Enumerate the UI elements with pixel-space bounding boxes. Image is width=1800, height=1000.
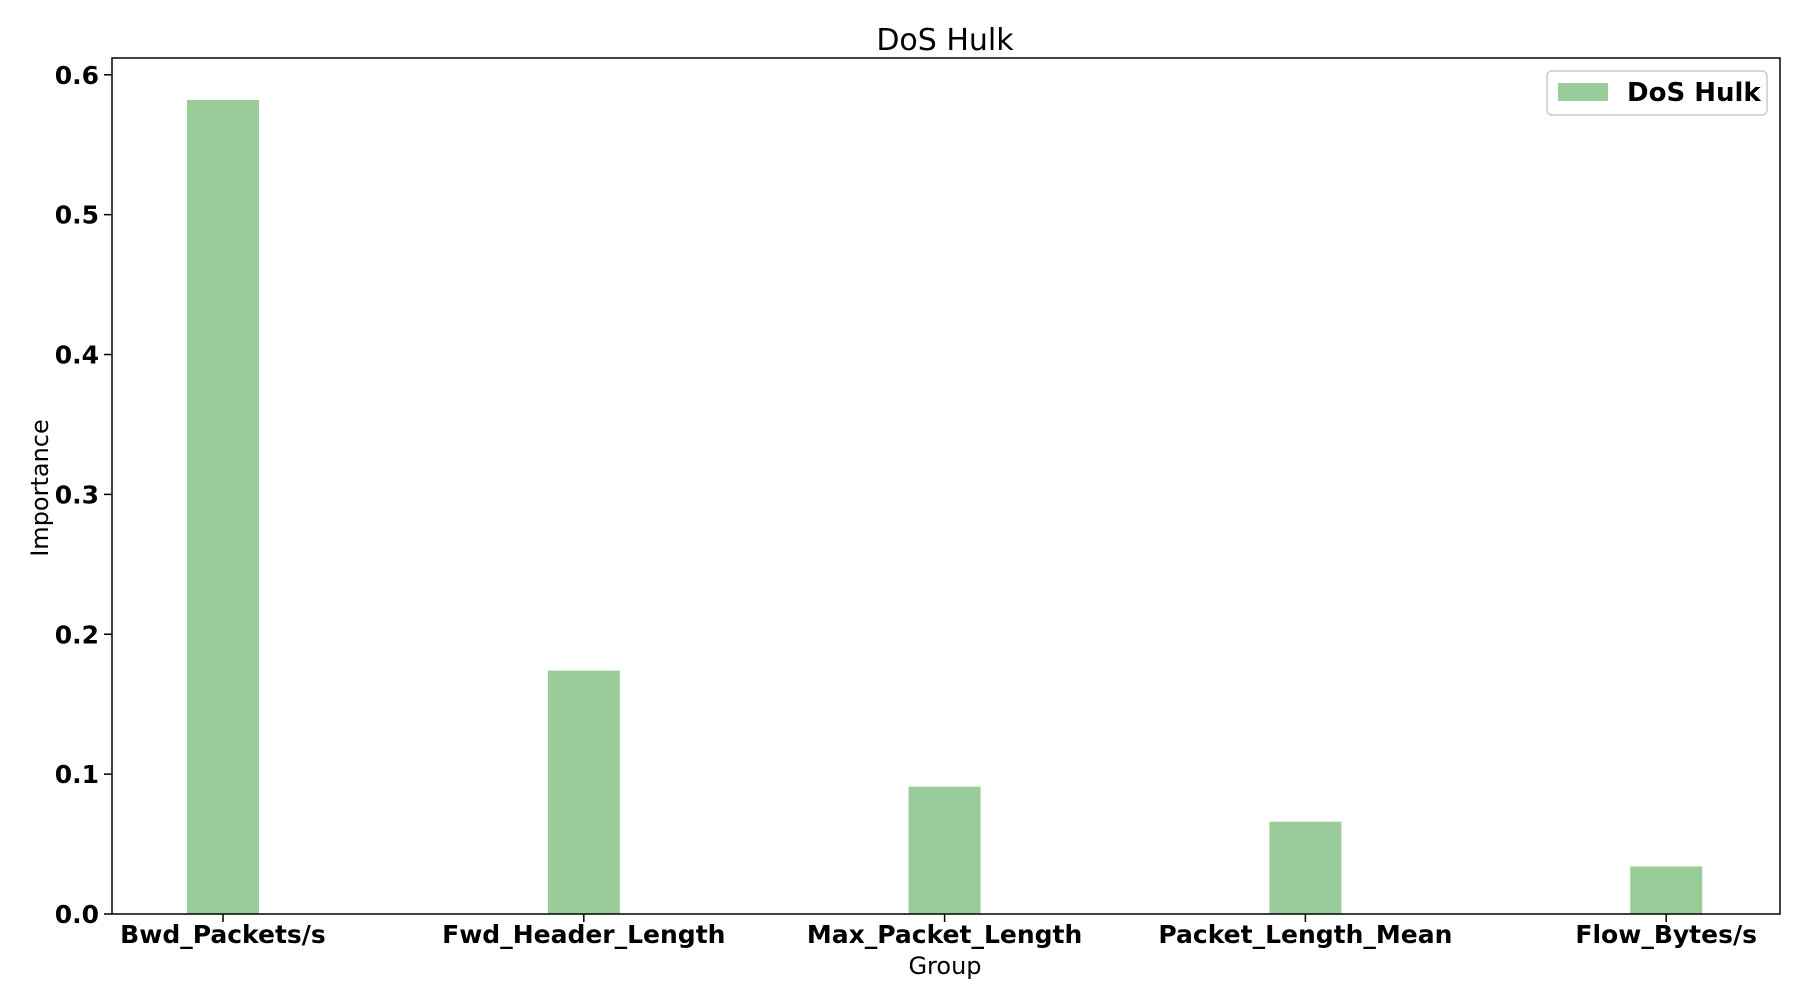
x-tick-label: Packet_Length_Mean [1158, 920, 1452, 949]
y-tick-label: 0.1 [55, 760, 99, 789]
x-tick-label: Fwd_Header_Length [442, 920, 725, 949]
y-axis-label: Importance [26, 419, 54, 557]
y-tick-label: 0.6 [55, 61, 99, 90]
chart-title: DoS Hulk [876, 23, 1014, 58]
y-axis: 0.0 0.1 0.2 0.3 0.4 0.5 0.6 [55, 61, 112, 929]
x-axis-label: Group [908, 952, 981, 980]
x-tick-label: Flow_Bytes/s [1575, 920, 1757, 949]
y-tick-label: 0.3 [55, 480, 99, 509]
x-tick-label: Bwd_Packets/s [120, 920, 326, 949]
plot-frame [111, 57, 1781, 915]
y-tick-label: 0.4 [55, 341, 99, 370]
legend[interactable]: DoS Hulk [1546, 70, 1768, 116]
y-tick-label: 0.5 [55, 201, 99, 230]
bar-max-packet-length[interactable] [908, 786, 981, 914]
bar-packet-length-mean[interactable] [1269, 821, 1342, 914]
legend-label: DoS Hulk [1627, 78, 1761, 108]
legend-box [1546, 70, 1768, 116]
y-tick-label: 0.0 [55, 900, 99, 929]
bar-flow-bytes-s[interactable] [1630, 866, 1703, 914]
bar-fwd-header-length[interactable] [547, 670, 620, 914]
legend-swatch [1558, 83, 1608, 101]
x-axis: Bwd_Packets/s Fwd_Header_Length Max_Packet… [120, 914, 1757, 949]
bar-bwd-packets-s[interactable] [187, 99, 259, 914]
y-tick-label: 0.2 [55, 620, 99, 649]
bars-group [187, 99, 1703, 914]
x-tick-label: Max_Packet_Length [807, 920, 1082, 949]
